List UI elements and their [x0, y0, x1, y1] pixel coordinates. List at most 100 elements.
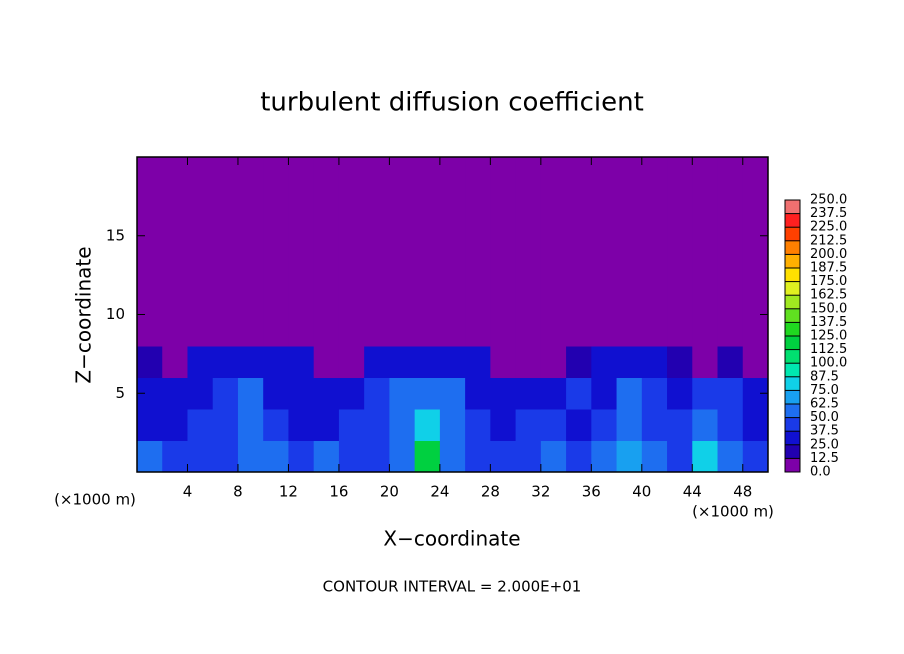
annotation: CONTOUR INTERVAL = 2.000E+01 — [323, 578, 582, 596]
field-cell — [465, 346, 491, 378]
field-cell — [288, 251, 315, 284]
field-cell — [742, 157, 769, 189]
field-cell — [540, 220, 567, 252]
field-cell — [237, 188, 264, 221]
field-cell — [338, 409, 365, 441]
x-tick-label: 24 — [430, 483, 449, 501]
field-cell — [641, 314, 668, 347]
field-cell — [313, 157, 340, 189]
field-cell — [364, 346, 390, 378]
field-cell — [641, 283, 668, 315]
field-cell — [641, 251, 668, 284]
colorbar-band — [785, 200, 800, 214]
field-cell — [137, 314, 163, 347]
field-cell — [566, 220, 592, 252]
colorbar-band — [785, 240, 800, 255]
colorbar-label: 212.5 — [810, 233, 847, 248]
field-cell — [515, 440, 542, 473]
field-cell — [414, 283, 441, 315]
field-cell — [187, 157, 214, 189]
field-cell — [692, 377, 719, 410]
x-tick-label: 44 — [683, 483, 702, 501]
field-cell — [465, 220, 491, 252]
field-cell — [540, 440, 567, 473]
field-cell — [717, 346, 744, 378]
colorbar-band — [785, 404, 800, 418]
field-cell — [515, 157, 542, 189]
field-cell — [414, 409, 441, 441]
field-cell — [137, 283, 163, 315]
field-cell — [490, 440, 517, 473]
field-cell — [490, 251, 517, 284]
field-cell — [338, 346, 365, 378]
field-cell — [263, 314, 289, 347]
field-cell — [540, 377, 567, 410]
field-cell — [313, 409, 340, 441]
field-cell — [515, 283, 542, 315]
field-cell — [490, 157, 517, 189]
field-cell — [616, 440, 643, 473]
colorbar-band — [785, 227, 800, 241]
colorbar-label: 225.0 — [810, 220, 847, 235]
field-cell — [288, 440, 315, 473]
field-cell — [212, 251, 239, 284]
field-cell — [338, 188, 365, 221]
colorbar-band — [785, 390, 800, 404]
field-cell — [465, 251, 491, 284]
field-cell — [212, 377, 239, 410]
field-cell — [237, 377, 264, 410]
field-cell — [237, 314, 264, 347]
field-cell — [364, 251, 390, 284]
field-cell — [338, 251, 365, 284]
field-cell — [187, 377, 214, 410]
field-cell — [667, 188, 693, 221]
field-cell — [540, 346, 567, 378]
field-cell — [212, 440, 239, 473]
colorbar-label: 75.0 — [810, 383, 839, 398]
field-cell — [566, 409, 592, 441]
field-cell — [667, 314, 693, 347]
field-cell — [313, 220, 340, 252]
field-cell — [742, 251, 769, 284]
field-cell — [591, 220, 618, 252]
field-cell — [338, 377, 365, 410]
field-cell — [439, 251, 466, 284]
x-unit-label: (×1000 m) — [692, 503, 774, 521]
field-cell — [414, 377, 441, 410]
field-cell — [237, 409, 264, 441]
field-cell — [187, 188, 214, 221]
field-cell — [591, 157, 618, 189]
field-cell — [490, 220, 517, 252]
field-cell — [162, 314, 188, 347]
colorbar-band — [785, 268, 800, 282]
field-cell — [515, 314, 542, 347]
field-cell — [465, 377, 491, 410]
field-cell — [364, 283, 390, 315]
field-cell — [439, 220, 466, 252]
field-cell — [389, 409, 416, 441]
colorbar-label: 175.0 — [810, 274, 847, 289]
field-cell — [616, 409, 643, 441]
field-cell — [540, 283, 567, 315]
field-cell — [288, 409, 315, 441]
field-cell — [439, 157, 466, 189]
colorbar-label: 0.0 — [810, 465, 831, 480]
field-cell — [641, 188, 668, 221]
field-cell — [641, 440, 668, 473]
x-tick-label: 16 — [329, 483, 348, 501]
field-cell — [490, 188, 517, 221]
field-cell — [566, 440, 592, 473]
field-cell — [641, 157, 668, 189]
field-cell — [389, 440, 416, 473]
y-tick-label: 10 — [106, 305, 125, 323]
field-cell — [742, 346, 769, 378]
field-cell — [641, 220, 668, 252]
colorbar-band — [785, 308, 800, 323]
field-cell — [717, 314, 744, 347]
field-cell — [212, 409, 239, 441]
field-cell — [540, 314, 567, 347]
field-cell — [692, 346, 719, 378]
field-cell — [364, 409, 390, 441]
x-tick-label: 12 — [279, 483, 298, 501]
field-cell — [641, 346, 668, 378]
